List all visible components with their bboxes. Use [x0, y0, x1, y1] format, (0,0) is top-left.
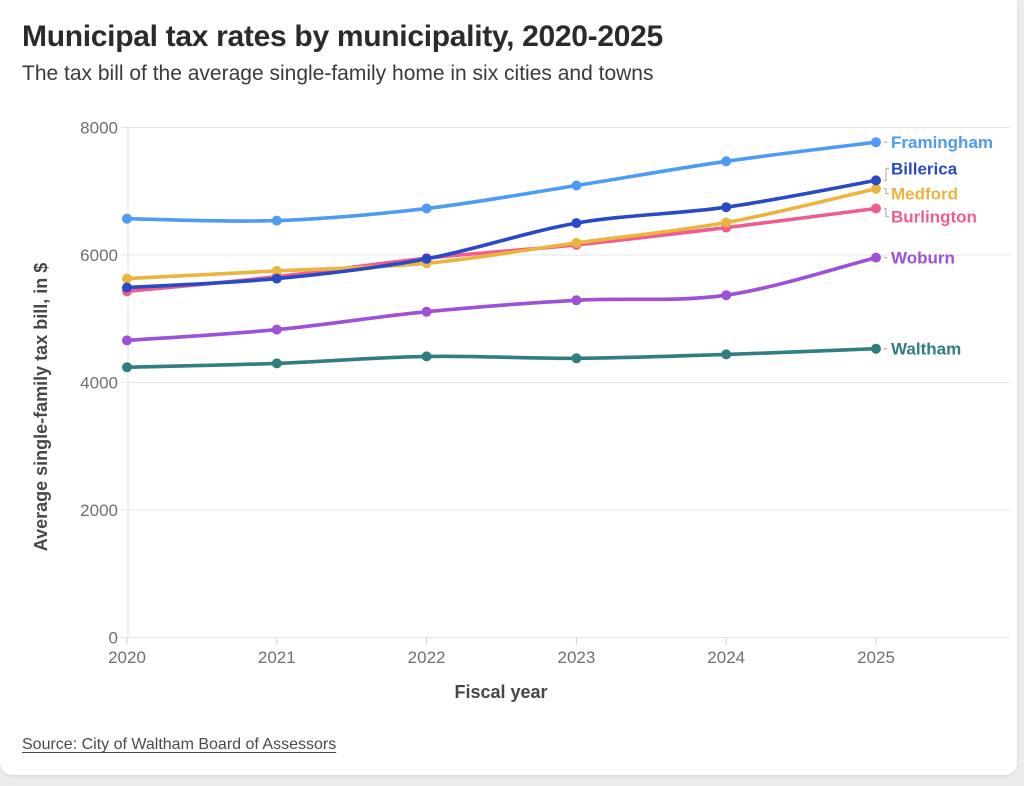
data-point-waltham: [271, 358, 282, 369]
series-label-medford: Medford: [891, 185, 958, 204]
data-point-waltham: [721, 349, 732, 360]
data-point-billerica: [271, 273, 282, 284]
data-point-medford: [271, 265, 282, 276]
series-label-waltham: Waltham: [891, 340, 961, 359]
data-point-billerica: [122, 282, 132, 293]
label-connector-billerica: [884, 167, 889, 181]
x-tick-label: 2025: [857, 648, 895, 667]
series-line-framingham: [125, 140, 878, 223]
data-point-woburn: [721, 290, 732, 301]
source-attribution: Source: City of Waltham Board of Assesso…: [22, 736, 336, 754]
label-connector-medford: [884, 188, 889, 195]
y-tick-label: 4000: [80, 374, 118, 393]
chart-subtitle: The tax bill of the average single-famil…: [22, 62, 654, 85]
x-axis-title: Fiscal year: [454, 682, 547, 702]
data-point-framingham: [421, 203, 432, 214]
data-point-framingham: [122, 213, 132, 224]
y-tick-label: 8000: [80, 119, 118, 138]
y-tick-label: 2000: [80, 501, 118, 520]
label-connector-burlington: [884, 207, 889, 218]
line-chart: 0 2000 4000 6000 8000 2020 2021 2022 2023 2024 202…: [31, 119, 1010, 702]
data-point-billerica: [571, 218, 582, 229]
chart-card: Municipal tax rates by municipality, 202…: [0, 0, 1017, 775]
data-point-woburn: [421, 306, 432, 317]
data-point-billerica: [421, 253, 432, 264]
data-point-woburn: [571, 295, 582, 306]
data-point-medford: [122, 273, 132, 284]
data-point-waltham: [571, 353, 582, 364]
y-axis-title: Average single-family tax bill, in $: [31, 263, 51, 551]
x-tick-label: 2020: [108, 648, 146, 667]
data-point-medford: [721, 217, 732, 228]
data-point-woburn: [271, 324, 282, 335]
data-point-framingham: [721, 156, 732, 167]
x-tick-label: 2022: [408, 648, 446, 667]
data-point-framingham: [271, 215, 282, 226]
chart-title: Municipal tax rates by municipality, 202…: [22, 20, 663, 53]
data-point-waltham: [871, 343, 881, 354]
series-label-billerica: Billerica: [891, 159, 958, 178]
y-tick-label: 0: [109, 629, 118, 648]
series-line-billerica: [125, 178, 878, 290]
series-label-framingham: Framingham: [891, 133, 993, 152]
data-point-waltham: [421, 351, 432, 362]
y-tick-label: 6000: [80, 246, 118, 265]
data-point-woburn: [122, 335, 132, 346]
series-line-medford: [125, 186, 878, 281]
x-tick-label: 2024: [707, 648, 745, 667]
data-point-waltham: [122, 362, 132, 373]
plot-area: 0 2000 4000 6000 8000 2020 2021 2022 2023 2024 202…: [80, 119, 1010, 667]
source-link[interactable]: Source: City of Waltham Board of Assesso…: [22, 736, 337, 753]
data-point-billerica: [871, 175, 881, 186]
series-line-waltham: [125, 346, 878, 369]
data-point-framingham: [571, 180, 582, 191]
series-label-burlington: Burlington: [891, 208, 977, 227]
series-label-woburn: Woburn: [891, 249, 955, 268]
x-tick-label: 2021: [258, 648, 296, 667]
data-point-medford: [871, 183, 881, 194]
data-point-burlington: [871, 203, 881, 214]
series-line-woburn: [125, 255, 878, 343]
x-tick-label: 2023: [557, 648, 595, 667]
data-point-medford: [571, 237, 582, 248]
data-point-framingham: [871, 137, 881, 148]
data-point-billerica: [721, 202, 732, 213]
data-point-woburn: [871, 252, 881, 263]
